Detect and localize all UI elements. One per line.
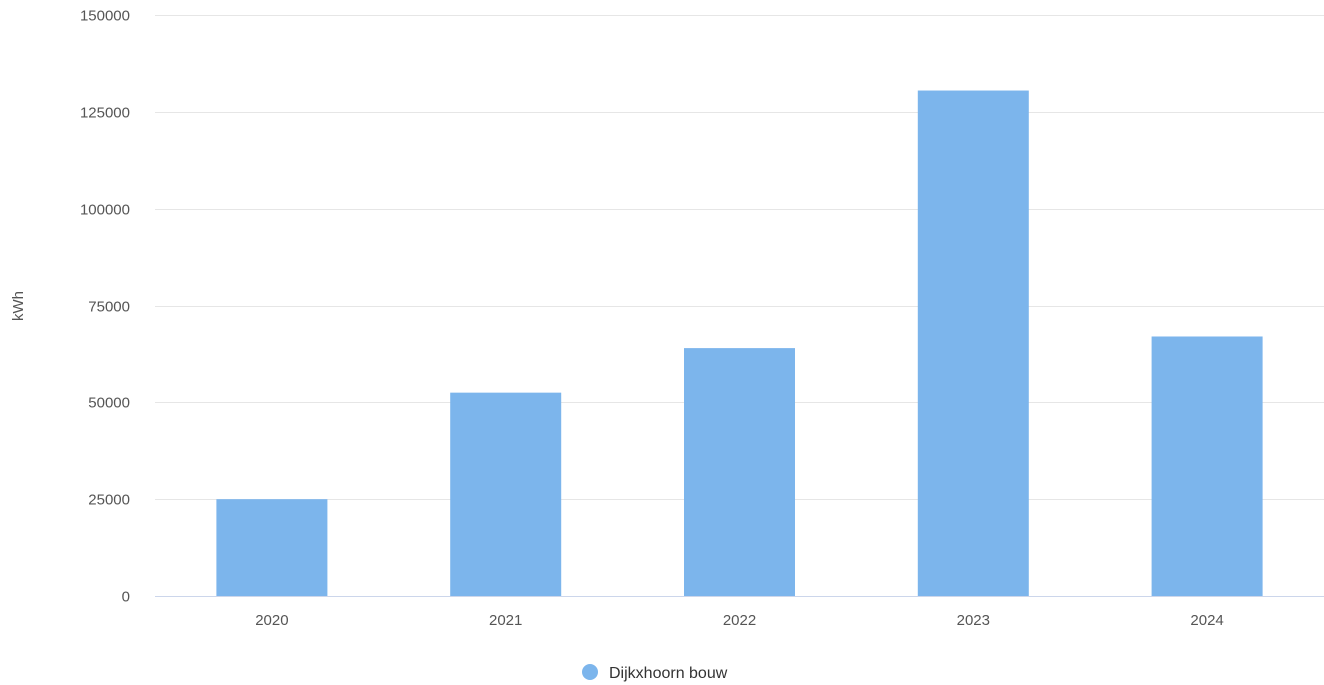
x-tick-label: 2023 bbox=[957, 612, 990, 629]
legend-marker-icon bbox=[582, 664, 598, 680]
x-axis-ticks: 2020 2021 2022 2023 2024 bbox=[255, 612, 1224, 629]
bar-2021[interactable] bbox=[450, 392, 562, 596]
bar-2022[interactable] bbox=[684, 348, 795, 596]
x-tick-label: 2020 bbox=[255, 612, 288, 629]
y-tick-label: 25000 bbox=[88, 492, 130, 509]
legend[interactable]: Dijkxhoorn bouw bbox=[582, 664, 728, 682]
x-tick-label: 2021 bbox=[489, 612, 522, 629]
bar-2020[interactable] bbox=[216, 499, 328, 596]
y-axis-ticks: 0 25000 50000 75000 100000 125000 150000 bbox=[80, 8, 130, 606]
legend-label: Dijkxhoorn bouw bbox=[609, 665, 728, 682]
y-tick-label: 125000 bbox=[80, 105, 130, 122]
bars bbox=[216, 90, 1263, 596]
gridlines bbox=[155, 15, 1324, 500]
bar-2023[interactable] bbox=[917, 90, 1029, 596]
y-tick-label: 0 bbox=[122, 589, 130, 606]
x-tick-label: 2024 bbox=[1190, 612, 1223, 629]
y-tick-label: 50000 bbox=[88, 395, 130, 412]
y-tick-label: 75000 bbox=[88, 299, 130, 316]
x-tick-label: 2022 bbox=[723, 612, 756, 629]
bar-2024[interactable] bbox=[1151, 336, 1263, 596]
y-tick-label: 100000 bbox=[80, 202, 130, 219]
y-tick-label: 150000 bbox=[80, 8, 130, 25]
y-axis-title: kWh bbox=[10, 291, 27, 321]
